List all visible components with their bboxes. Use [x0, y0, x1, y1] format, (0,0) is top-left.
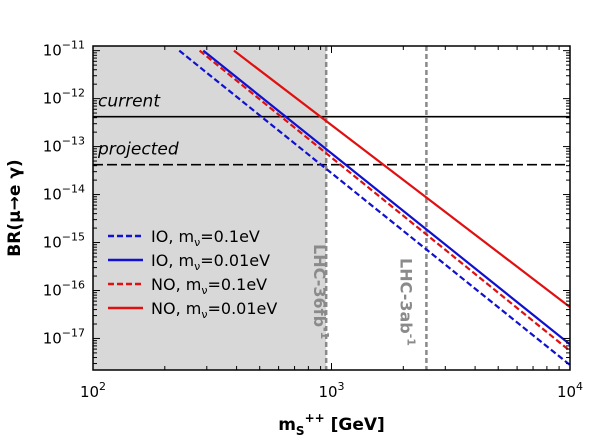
legend-label-3: NO, mν=0.01eV: [151, 299, 277, 321]
y-tick-label: 10−11: [43, 39, 85, 60]
x-tick-label: 102: [80, 380, 106, 401]
axis-labels: 102 103 104 10−11 10−12 10−13 10−14 10−15 10−16 1…: [5, 39, 583, 438]
hline-label-projected: projected: [97, 140, 179, 160]
series-line-2: [198, 49, 570, 352]
y-tick-label: 10−15: [43, 231, 85, 252]
legend-label-1: IO, mν=0.01eV: [151, 251, 270, 273]
excluded-region-shade: [93, 46, 327, 370]
legend-label-0: IO, mν=0.1eV: [151, 227, 260, 249]
x-axis-title: mS++ [GeV]: [278, 411, 385, 438]
vline-label-0: LHC-36fb-1: [310, 244, 331, 339]
y-tick-label: 10−12: [43, 87, 85, 108]
series-line-0: [178, 49, 570, 366]
y-tick-label: 10−16: [43, 278, 85, 299]
plot-area: [93, 46, 570, 370]
x-tick-label: 103: [318, 380, 344, 401]
vline-label-1: LHC-3ab-1: [396, 258, 417, 346]
y-tick-label: 10−13: [43, 135, 85, 156]
y-tick-label: 10−14: [43, 183, 85, 204]
series-line-1: [202, 49, 570, 346]
hline-label-current: current: [98, 92, 161, 112]
legend-label-2: NO, mν=0.1eV: [151, 275, 267, 297]
x-tick-label: 104: [557, 380, 583, 401]
y-tick-label: 10−17: [43, 326, 85, 347]
series-line-3: [233, 49, 570, 308]
y-axis-title: BR(μ→e γ): [5, 159, 25, 256]
axis-ticks: [92, 46, 570, 370]
